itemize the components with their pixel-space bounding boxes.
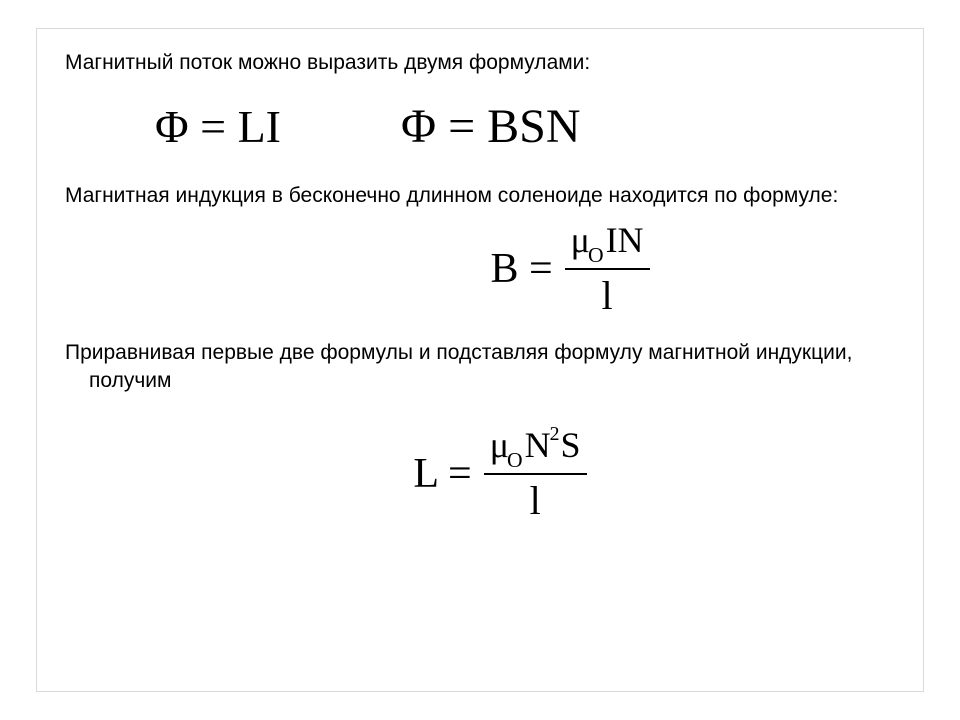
formula-phi-li: Φ = LI <box>155 100 281 153</box>
n-superscript: 2 <box>550 423 560 445</box>
formula-phi-bsn: Φ = BSN <box>401 99 581 154</box>
formula-b-numerator: μOIN <box>565 219 650 268</box>
formula-b-denominator: l <box>602 270 613 319</box>
paragraph-derivation: Приравнивая первые две формулы и подстав… <box>65 339 895 396</box>
formula-l-eq: L = μON2S l <box>413 424 586 524</box>
formula-l-denominator: l <box>530 475 541 524</box>
formula-row-top: Φ = LI Φ = BSN <box>65 99 895 154</box>
formula-l-fraction: μON2S l <box>484 424 587 524</box>
formula-b-lhs: B = <box>490 245 552 293</box>
formula-b-eq: B = μOIN l <box>490 219 649 319</box>
n-symbol: N <box>525 425 551 465</box>
s-symbol: S <box>561 425 581 465</box>
mu-subscript: O <box>507 448 523 472</box>
formula-b-fraction: μOIN l <box>565 219 650 319</box>
paragraph-induction: Магнитная индукция в бесконечно длинном … <box>65 182 895 210</box>
slide-content: Магнитный поток можно выразить двумя фор… <box>36 28 924 692</box>
formula-b-num-rest: IN <box>606 220 644 260</box>
formula-l-numerator: μON2S <box>484 424 587 473</box>
formula-b-wrap: B = μOIN l <box>65 219 895 319</box>
mu-subscript: O <box>588 243 604 267</box>
paragraph-intro: Магнитный поток можно выразить двумя фор… <box>65 49 895 77</box>
formula-l-lhs: L = <box>413 450 471 498</box>
formula-l-wrap: L = μON2S l <box>65 424 895 524</box>
